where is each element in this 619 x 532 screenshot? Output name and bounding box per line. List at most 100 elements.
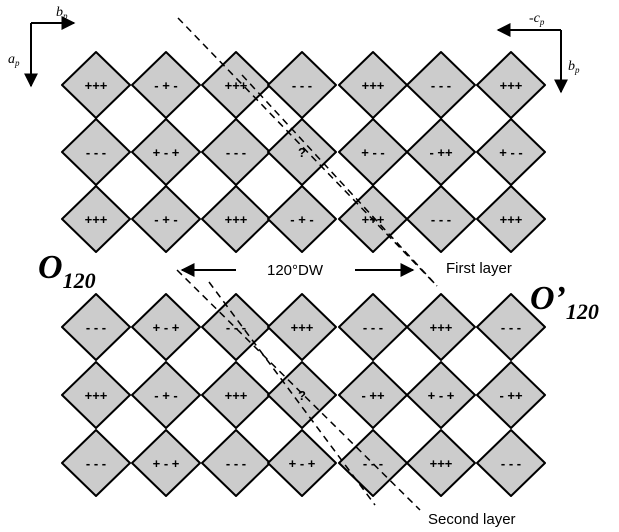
tile-second_layer-r0-c6: - - - (476, 293, 546, 361)
axis-label-ap: ap (8, 52, 20, 68)
tile-label: +++ (85, 212, 108, 227)
first-layer-grid: +++ - + - +++ - - - +++ - - - +++ - - - + - + - -… (61, 51, 546, 253)
tile-shape (131, 429, 201, 497)
tile-first_layer-r0-c1: - + - (131, 51, 201, 119)
tile-first_layer-r1-c2: - - - (201, 118, 271, 186)
tile-first_layer-r0-c6: +++ (476, 51, 546, 119)
tile-label: - + - (154, 388, 177, 403)
domain-wall-line-2 (241, 74, 438, 287)
tile-label: +++ (500, 212, 523, 227)
domain-wall-line-1 (177, 17, 438, 287)
tile-label: ? (298, 145, 306, 160)
tile-second_layer-r2-c5: +++ (406, 429, 476, 497)
tile-second_layer-r1-c3: ? (267, 361, 337, 429)
tile-shape (201, 293, 271, 361)
tile-label: +++ (362, 78, 385, 93)
tile-label: - - - (86, 145, 106, 160)
tile-shape (406, 185, 476, 253)
tile-label: + - - (499, 145, 522, 160)
tile-label: +++ (85, 388, 108, 403)
axis-label-bp-right: bp (568, 59, 580, 75)
tile-first_layer-r0-c3: - - - (267, 51, 337, 119)
tile-first_layer-r2-c6: +++ (476, 185, 546, 253)
tile-label: - - - (431, 78, 451, 93)
tile-label: - - - (292, 78, 312, 93)
axis-label-cp: -cp (529, 11, 545, 27)
tile-label: +++ (291, 320, 314, 335)
tile-first_layer-r1-c5: - ++ (406, 118, 476, 186)
tile-first_layer-r2-c3: - + - (267, 185, 337, 253)
tile-shape (61, 185, 131, 253)
tile-second_layer-r2-c3: + - + (267, 429, 337, 497)
tile-first_layer-r2-c5: - - - (406, 185, 476, 253)
second-layer-grid: - - - + - + - - - +++ - - - +++ - - - +++ - + - +… (61, 293, 546, 497)
tile-label: ? (298, 388, 306, 403)
tile-label: - - - (363, 320, 383, 335)
tile-label: +++ (225, 78, 248, 93)
tile-shape (267, 293, 337, 361)
tile-second_layer-r1-c1: - + - (131, 361, 201, 429)
tile-shape (338, 293, 408, 361)
tile-shape (201, 185, 271, 253)
tile-second_layer-r1-c6: - ++ (476, 361, 546, 429)
tile-label: +++ (225, 212, 248, 227)
domain-wall-arrow: 120°DW (180, 262, 415, 279)
domain-label-left: O120 (38, 249, 96, 293)
tile-shape (61, 361, 131, 429)
tile-second_layer-r1-c5: + - + (406, 361, 476, 429)
tile-shape (201, 51, 271, 119)
tile-first_layer-r1-c4: + - - (338, 118, 408, 186)
tile-shape (338, 51, 408, 119)
tile-label: - + - (154, 78, 177, 93)
tile-shape (406, 429, 476, 497)
tile-label: - - - (86, 320, 106, 335)
domain-label-right: O’120 (530, 280, 599, 324)
tile-shape (267, 51, 337, 119)
tile-second_layer-r1-c0: +++ (61, 361, 131, 429)
tile-shape (61, 429, 131, 497)
tile-second_layer-r0-c1: + - + (131, 293, 201, 361)
tile-second_layer-r0-c3: +++ (267, 293, 337, 361)
tile-label: - ++ (429, 145, 453, 160)
tile-shape (338, 361, 408, 429)
tile-shape (131, 118, 201, 186)
tile-label: + - + (428, 388, 455, 403)
first-layer-label: First layer (446, 260, 512, 277)
tile-first_layer-r0-c0: +++ (61, 51, 131, 119)
tile-shape (201, 118, 271, 186)
tile-label: - - - (226, 456, 246, 471)
tile-second_layer-r0-c5: +++ (406, 293, 476, 361)
tile-label: + - - (361, 145, 384, 160)
tile-shape (267, 429, 337, 497)
tile-shape (476, 185, 546, 253)
tile-label: +++ (85, 78, 108, 93)
tile-second_layer-r1-c4: - ++ (338, 361, 408, 429)
tile-second_layer-r0-c0: - - - (61, 293, 131, 361)
tile-label: - + - (290, 212, 313, 227)
tile-shape (476, 118, 546, 186)
tile-shape (131, 185, 201, 253)
tile-label: - - - (86, 456, 106, 471)
axes-top-left: bp ap (8, 5, 76, 88)
tile-first_layer-r2-c0: +++ (61, 185, 131, 253)
tile-shape (131, 51, 201, 119)
tile-label: +++ (430, 456, 453, 471)
tile-label: + - + (153, 145, 180, 160)
tile-second_layer-r2-c1: + - + (131, 429, 201, 497)
second-layer-label: Second layer (428, 511, 516, 528)
tile-first_layer-r0-c5: - - - (406, 51, 476, 119)
tile-shape (131, 293, 201, 361)
tile-first_layer-r1-c1: + - + (131, 118, 201, 186)
tile-shape (267, 118, 337, 186)
tile-label: +++ (430, 320, 453, 335)
tile-second_layer-r2-c2: - - - (201, 429, 271, 497)
axis-label-bp: bp (56, 5, 68, 21)
domain-wall-line-3 (176, 269, 421, 511)
tile-label: +++ (225, 388, 248, 403)
tile-first_layer-r1-c0: - - - (61, 118, 131, 186)
tile-shape (201, 429, 271, 497)
tile-shape (476, 51, 546, 119)
tile-label: - ++ (499, 388, 523, 403)
tile-shape (406, 51, 476, 119)
